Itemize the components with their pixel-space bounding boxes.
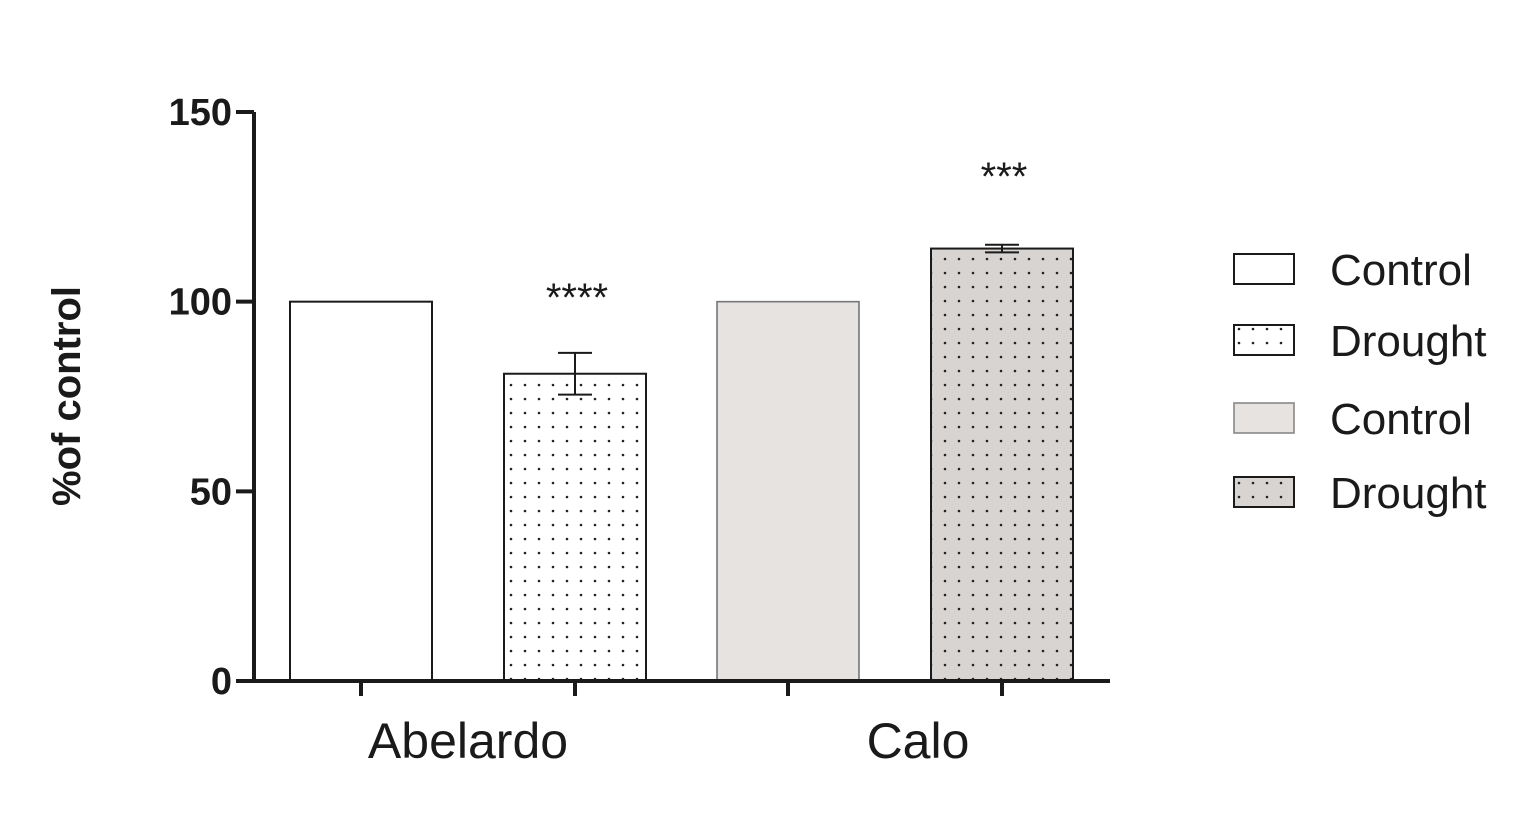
y-tick-label-0: 0 xyxy=(211,661,232,703)
y-axis-label: %of control xyxy=(45,286,89,506)
bar-calo-drought xyxy=(930,247,1074,682)
significance-label-abelardo: **** xyxy=(546,276,608,320)
bar-abelardo-drought xyxy=(503,372,647,682)
legend-label-control-0: Control xyxy=(1330,246,1472,295)
legend-label-drought-3: Drought xyxy=(1330,469,1487,518)
significance-label-calo: *** xyxy=(981,155,1028,199)
legend-label-drought-1: Drought xyxy=(1330,317,1487,366)
legend-label-control-2: Control xyxy=(1330,395,1472,444)
legend-swatch-control-2 xyxy=(1233,402,1295,434)
legend-swatch-drought-3 xyxy=(1233,476,1295,508)
legend-swatch-control-0 xyxy=(1233,253,1295,285)
y-tick-label-50: 50 xyxy=(190,471,232,513)
x-category-label-calo: Calo xyxy=(867,713,970,769)
bar-abelardo-control xyxy=(289,300,433,682)
legend: Control Drought Control Drought xyxy=(1233,246,1487,518)
bar-calo-control xyxy=(716,300,860,682)
legend-swatch-drought-1 xyxy=(1233,324,1295,356)
x-category-label-abelardo: Abelardo xyxy=(368,713,568,769)
y-tick-label-100: 100 xyxy=(169,282,232,324)
y-tick-label-150: 150 xyxy=(169,92,232,134)
